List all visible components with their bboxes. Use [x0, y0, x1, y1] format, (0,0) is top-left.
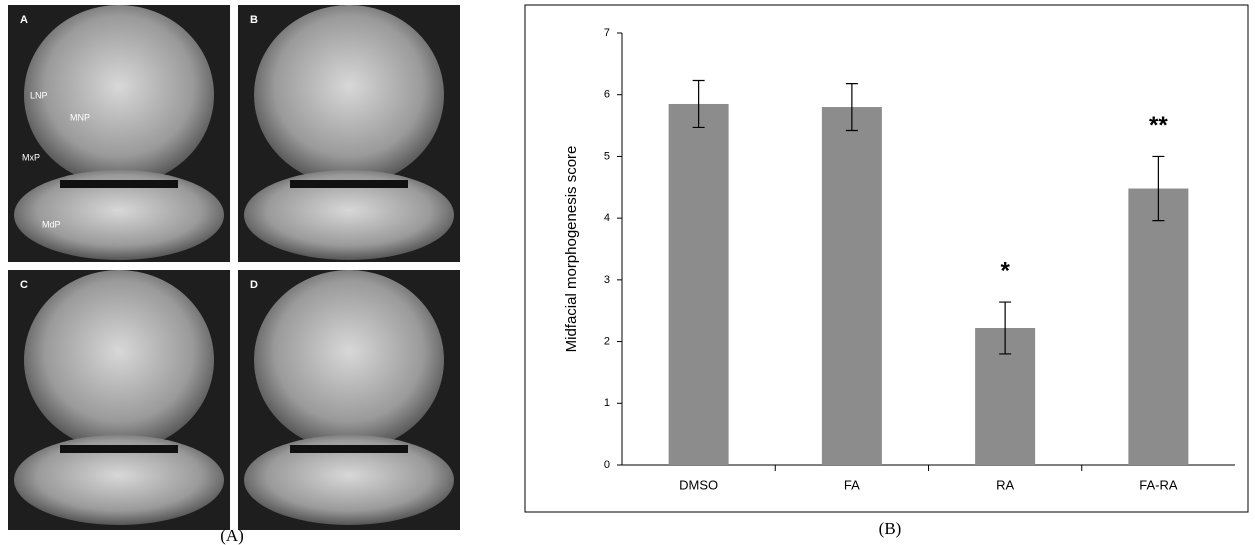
figure: A LNP MNP MxP MdP B C D (A) — [0, 0, 1255, 545]
significance-marker: * — [1000, 257, 1010, 284]
significance-marker: ** — [1149, 112, 1168, 139]
photo: D — [238, 270, 460, 530]
photo-panels: A LNP MNP MxP MdP B C D (A) — [8, 5, 460, 545]
y-tick-label: 4 — [604, 212, 610, 224]
y-tick-label: 7 — [604, 27, 610, 39]
bar — [669, 104, 729, 465]
y-tick-label: 2 — [604, 335, 610, 347]
photo: C — [8, 270, 230, 530]
x-tick-label: DMSO — [679, 477, 718, 492]
caption: (A) — [220, 526, 244, 545]
structure-label: LNP — [30, 90, 48, 100]
y-tick-label: 5 — [604, 150, 610, 162]
x-tick-label: RA — [996, 477, 1014, 492]
panel-label: C — [20, 279, 28, 291]
bar — [822, 107, 882, 465]
structure-label: MdP — [42, 219, 61, 229]
panel-label: B — [250, 14, 258, 26]
y-tick-label: 1 — [604, 397, 610, 409]
x-tick-label: FA — [844, 477, 860, 492]
x-tick-label: FA-RA — [1139, 477, 1178, 492]
caption: (B) — [879, 519, 902, 538]
y-axis-label: Midfacial morphogenesis score — [563, 146, 580, 353]
page: {"panel_a": {"caption": "(A)", "images":… — [0, 0, 1255, 545]
photo: A LNP MNP MxP MdP — [8, 5, 230, 262]
y-tick-label: 3 — [604, 274, 610, 286]
panel-label: D — [250, 279, 258, 291]
y-tick-label: 6 — [604, 89, 610, 101]
photo: B — [238, 5, 460, 262]
panel-label: A — [20, 14, 28, 26]
structure-label: MNP — [70, 112, 90, 122]
y-tick-label: 0 — [604, 459, 610, 471]
structure-label: MxP — [22, 152, 40, 162]
bar — [1128, 189, 1188, 465]
